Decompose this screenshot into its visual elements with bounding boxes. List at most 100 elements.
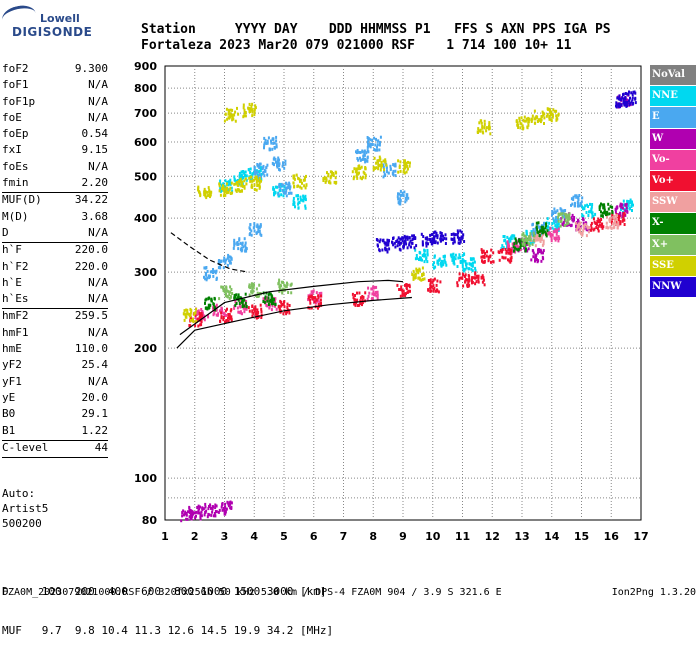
- data-point: [215, 269, 218, 273]
- data-point: [226, 190, 229, 194]
- data-point: [215, 313, 218, 317]
- data-point: [224, 179, 227, 183]
- data-point: [191, 510, 194, 514]
- data-point: [577, 222, 580, 226]
- data-point: [601, 226, 604, 230]
- data-point: [531, 114, 534, 118]
- data-point: [415, 269, 418, 273]
- data-point: [237, 295, 240, 299]
- data-point: [503, 235, 506, 238]
- data-point: [543, 116, 546, 120]
- data-point: [282, 184, 285, 188]
- data-point: [282, 189, 285, 193]
- data-point: [620, 208, 622, 212]
- data-point: [557, 215, 560, 219]
- data-point: [397, 192, 399, 196]
- data-point: [528, 117, 531, 121]
- data-point: [214, 510, 217, 513]
- data-point: [243, 298, 246, 302]
- data-point: [592, 228, 595, 232]
- data-point: [615, 218, 618, 221]
- data-point: [241, 299, 244, 303]
- parameter-value: 3.68: [81, 209, 109, 223]
- data-point: [266, 139, 269, 143]
- y-tick-label: 100: [134, 472, 157, 485]
- data-point: [208, 505, 210, 508]
- data-point: [536, 120, 539, 123]
- data-point: [485, 126, 488, 130]
- data-point: [269, 148, 272, 152]
- data-point: [282, 161, 284, 165]
- data-point: [431, 237, 434, 241]
- data-point: [516, 244, 519, 248]
- data-point: [292, 201, 295, 204]
- data-point: [256, 308, 259, 312]
- data-point: [353, 301, 356, 305]
- data-point: [230, 186, 233, 190]
- data-point: [403, 244, 405, 248]
- data-point: [599, 220, 602, 224]
- data-point: [378, 158, 381, 162]
- data-point: [509, 257, 512, 261]
- data-point: [588, 210, 590, 214]
- data-point: [490, 260, 492, 264]
- data-point: [534, 244, 537, 248]
- data-point: [559, 212, 562, 216]
- data-point: [605, 221, 608, 225]
- data-point: [615, 105, 618, 109]
- data-point: [329, 176, 332, 180]
- data-point: [356, 298, 359, 302]
- data-point: [540, 238, 543, 242]
- data-point: [238, 302, 241, 305]
- data-point: [489, 254, 492, 258]
- x-tick-label: 12: [485, 530, 500, 543]
- data-point: [184, 512, 187, 516]
- data-point: [239, 177, 242, 181]
- data-point: [557, 213, 560, 217]
- data-point: [257, 175, 260, 178]
- data-point: [523, 115, 526, 119]
- data-point: [483, 122, 486, 126]
- data-point: [461, 265, 464, 268]
- x-tick-label: 5: [280, 530, 288, 543]
- data-point: [458, 241, 461, 245]
- data-point: [480, 276, 483, 280]
- data-point: [531, 242, 534, 246]
- data-point: [244, 177, 247, 181]
- data-point: [254, 305, 257, 309]
- data-point: [575, 228, 578, 232]
- data-point: [530, 232, 533, 236]
- data-point: [235, 302, 238, 305]
- data-point: [621, 219, 624, 223]
- data-point: [549, 109, 552, 113]
- data-point: [375, 137, 377, 141]
- data-point: [389, 167, 392, 171]
- data-point: [334, 181, 337, 185]
- data-point: [578, 230, 581, 234]
- data-point: [271, 304, 274, 308]
- data-point: [582, 224, 585, 228]
- data-point: [505, 249, 508, 253]
- data-point: [523, 238, 526, 242]
- y-tick-label: 500: [134, 170, 157, 183]
- data-point: [603, 203, 606, 207]
- data-point: [401, 288, 404, 292]
- data-point: [542, 111, 545, 115]
- data-point: [558, 237, 561, 241]
- data-point: [263, 174, 266, 178]
- data-point: [549, 234, 552, 238]
- data-point: [631, 102, 634, 106]
- data-point: [332, 174, 335, 177]
- data-point: [304, 206, 307, 210]
- data-point: [626, 104, 628, 108]
- data-point: [452, 241, 455, 245]
- data-point: [193, 311, 196, 315]
- data-point: [368, 291, 371, 295]
- data-point: [379, 238, 382, 242]
- data-point: [482, 276, 485, 280]
- data-point: [304, 204, 307, 208]
- data-point: [310, 294, 313, 298]
- data-point: [222, 318, 225, 322]
- data-point: [244, 114, 247, 118]
- data-point: [628, 90, 630, 94]
